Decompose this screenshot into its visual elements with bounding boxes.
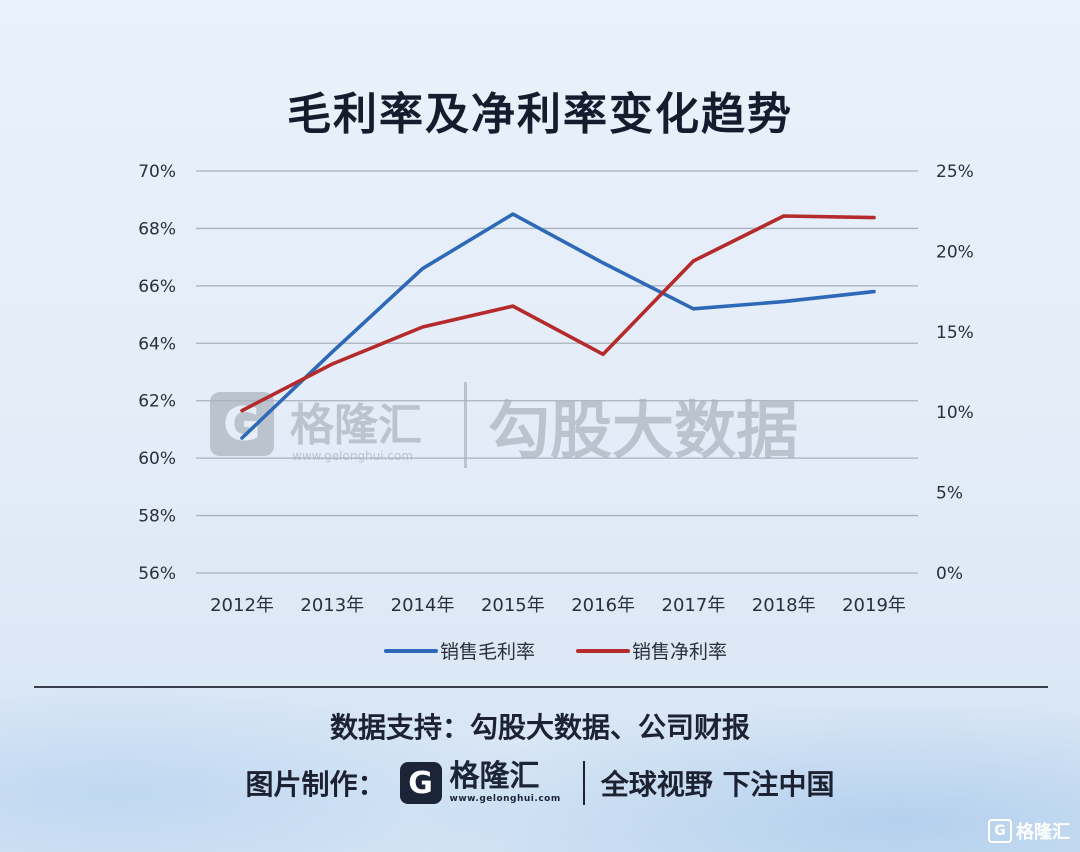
logo-name: 格隆汇	[449, 759, 540, 794]
chart-area: G 格隆汇 www.gelonghui.com 勾股大数据 56% 58% 60% 6…	[138, 162, 974, 663]
watermark-url: www.gelonghui.com	[292, 449, 413, 463]
y-left-tick-label: 64%	[138, 334, 176, 354]
corner-logo-icon: G	[988, 819, 1012, 843]
y-right-tick-label: 0%	[936, 564, 963, 584]
x-tick-label: 2013年	[300, 595, 364, 616]
x-tick-label: 2012年	[210, 595, 274, 616]
x-tick-label: 2014年	[391, 595, 455, 616]
y-right-tick-label: 25%	[936, 162, 974, 182]
legend-label: 销售净利率	[632, 641, 727, 663]
data-source: 数据支持：勾股大数据、公司财报	[329, 711, 750, 744]
corner-brand: 格隆汇	[1016, 822, 1070, 843]
logo-g-icon: G	[399, 762, 442, 804]
corner-watermark: G 格隆汇	[988, 818, 1070, 844]
legend: 销售毛利率 销售净利率	[384, 641, 727, 663]
made-by-label: 图片制作：	[245, 768, 386, 801]
x-tick-label: 2016年	[571, 595, 635, 616]
watermark-product: 勾股大数据	[488, 394, 798, 467]
y-left-tick-label: 62%	[138, 392, 176, 412]
watermark-separator	[464, 382, 467, 468]
series-line-2	[240, 214, 876, 413]
legend-label: 销售毛利率	[440, 641, 535, 663]
series-lines	[240, 212, 876, 440]
watermark: G 格隆汇 www.gelonghui.com 勾股大数据	[210, 382, 798, 468]
y-left-tick-label: 66%	[138, 277, 176, 297]
y-left-tick-label: 60%	[138, 449, 176, 469]
footer-divider	[34, 686, 1048, 688]
y-axis-right: 0% 5% 10% 15% 20% 25%	[936, 162, 974, 584]
x-axis: 2012年 2013年 2014年 2015年 2016年 2017年 2018年 2019年	[210, 595, 906, 616]
slogan: 全球视野 下注中国	[600, 768, 835, 801]
y-right-tick-label: 5%	[936, 484, 963, 504]
y-left-tick-label: 58%	[138, 507, 176, 527]
chart-title: 毛利率及净利率变化趋势	[287, 89, 793, 140]
x-tick-label: 2017年	[662, 595, 726, 616]
gelonghui-logo: G 格隆汇 www.gelonghui.com	[399, 759, 561, 804]
y-axis-left: 56% 58% 60% 62% 64% 66% 68% 70%	[138, 162, 176, 584]
series-line-1	[240, 212, 876, 440]
x-tick-label: 2019年	[842, 595, 906, 616]
y-right-tick-label: 15%	[936, 323, 974, 343]
y-left-tick-label: 56%	[138, 564, 176, 584]
x-tick-label: 2015年	[481, 595, 545, 616]
watermark-brand: 格隆汇	[290, 400, 422, 451]
y-left-tick-label: 70%	[138, 162, 176, 182]
y-right-tick-label: 10%	[936, 403, 974, 423]
x-tick-label: 2018年	[752, 595, 816, 616]
logo-separator	[582, 761, 585, 805]
y-left-tick-label: 68%	[138, 219, 176, 239]
grid	[196, 170, 918, 574]
logo-url: www.gelonghui.com	[449, 794, 561, 804]
made-by: 图片制作： G 格隆汇 www.gelonghui.com 全球视野 下注中国	[0, 758, 1080, 808]
y-right-tick-label: 20%	[936, 242, 974, 262]
watermark-logo-icon	[210, 392, 274, 456]
